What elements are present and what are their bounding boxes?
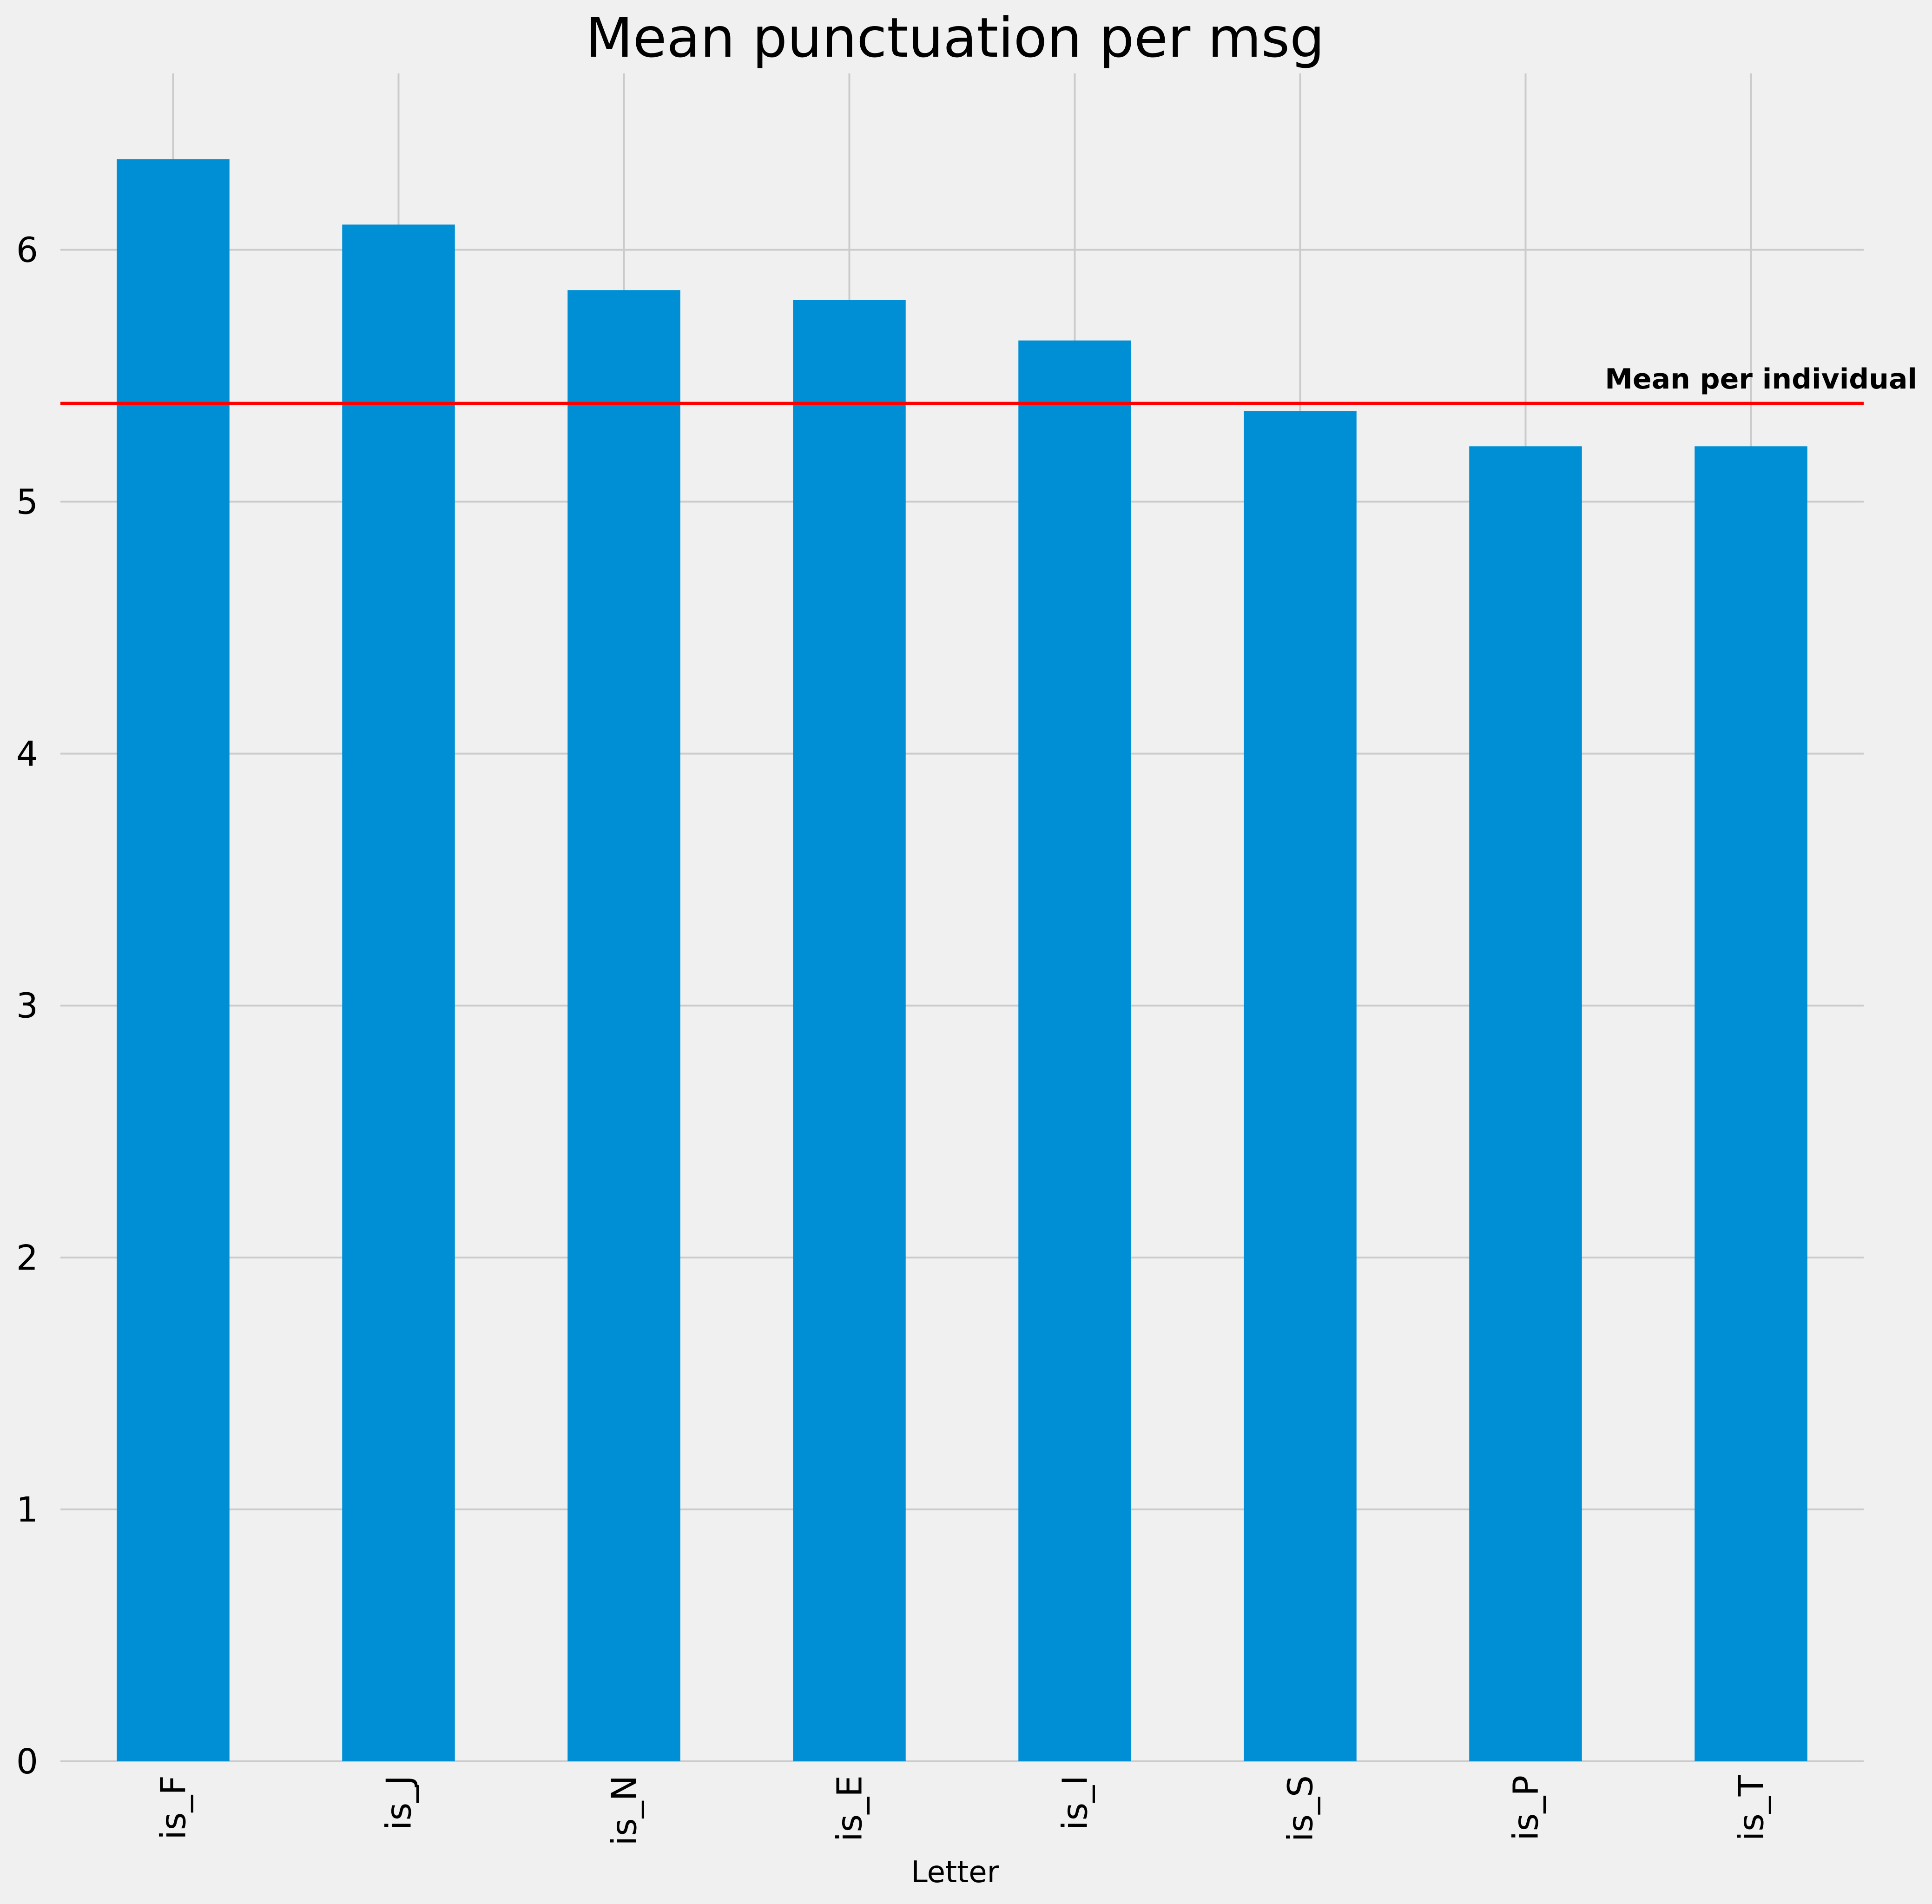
y-axis-ticks: 0 1 2 3 4 5 6 — [16, 230, 38, 1782]
bar-is_N — [567, 290, 680, 1761]
x-tick-label: is_E — [830, 1775, 870, 1842]
x-tick-label: is_N — [605, 1775, 645, 1845]
y-tick-label: 0 — [16, 1742, 38, 1782]
mean-reference-label: Mean per individual — [1605, 363, 1917, 395]
x-tick-label: is_P — [1506, 1775, 1546, 1841]
bar-is_F — [117, 159, 230, 1761]
y-tick-label: 2 — [16, 1238, 38, 1278]
y-tick-label: 3 — [16, 986, 38, 1026]
bar-is_J — [342, 224, 455, 1762]
bar-is_T — [1695, 446, 1807, 1762]
y-tick-label: 6 — [16, 230, 38, 270]
bar-is_P — [1469, 446, 1582, 1762]
bars — [117, 159, 1807, 1762]
x-tick-label: is_S — [1281, 1775, 1321, 1842]
bar-is_E — [793, 300, 906, 1761]
x-tick-label: is_T — [1732, 1775, 1772, 1841]
x-axis-ticks: is_F is_J is_N is_E is_I is_S is_P is_T — [154, 1775, 1772, 1845]
y-tick-label: 5 — [16, 482, 38, 522]
chart-title: Mean punctuation per msg — [586, 6, 1325, 70]
x-tick-label: is_I — [1055, 1775, 1095, 1830]
x-tick-label: is_J — [379, 1775, 419, 1830]
x-axis-label: Letter — [911, 1855, 999, 1890]
y-tick-label: 4 — [16, 734, 38, 774]
bar-is_S — [1244, 411, 1357, 1762]
x-tick-label: is_F — [154, 1775, 194, 1840]
bar-is_I — [1018, 340, 1131, 1761]
y-tick-label: 1 — [16, 1490, 38, 1530]
